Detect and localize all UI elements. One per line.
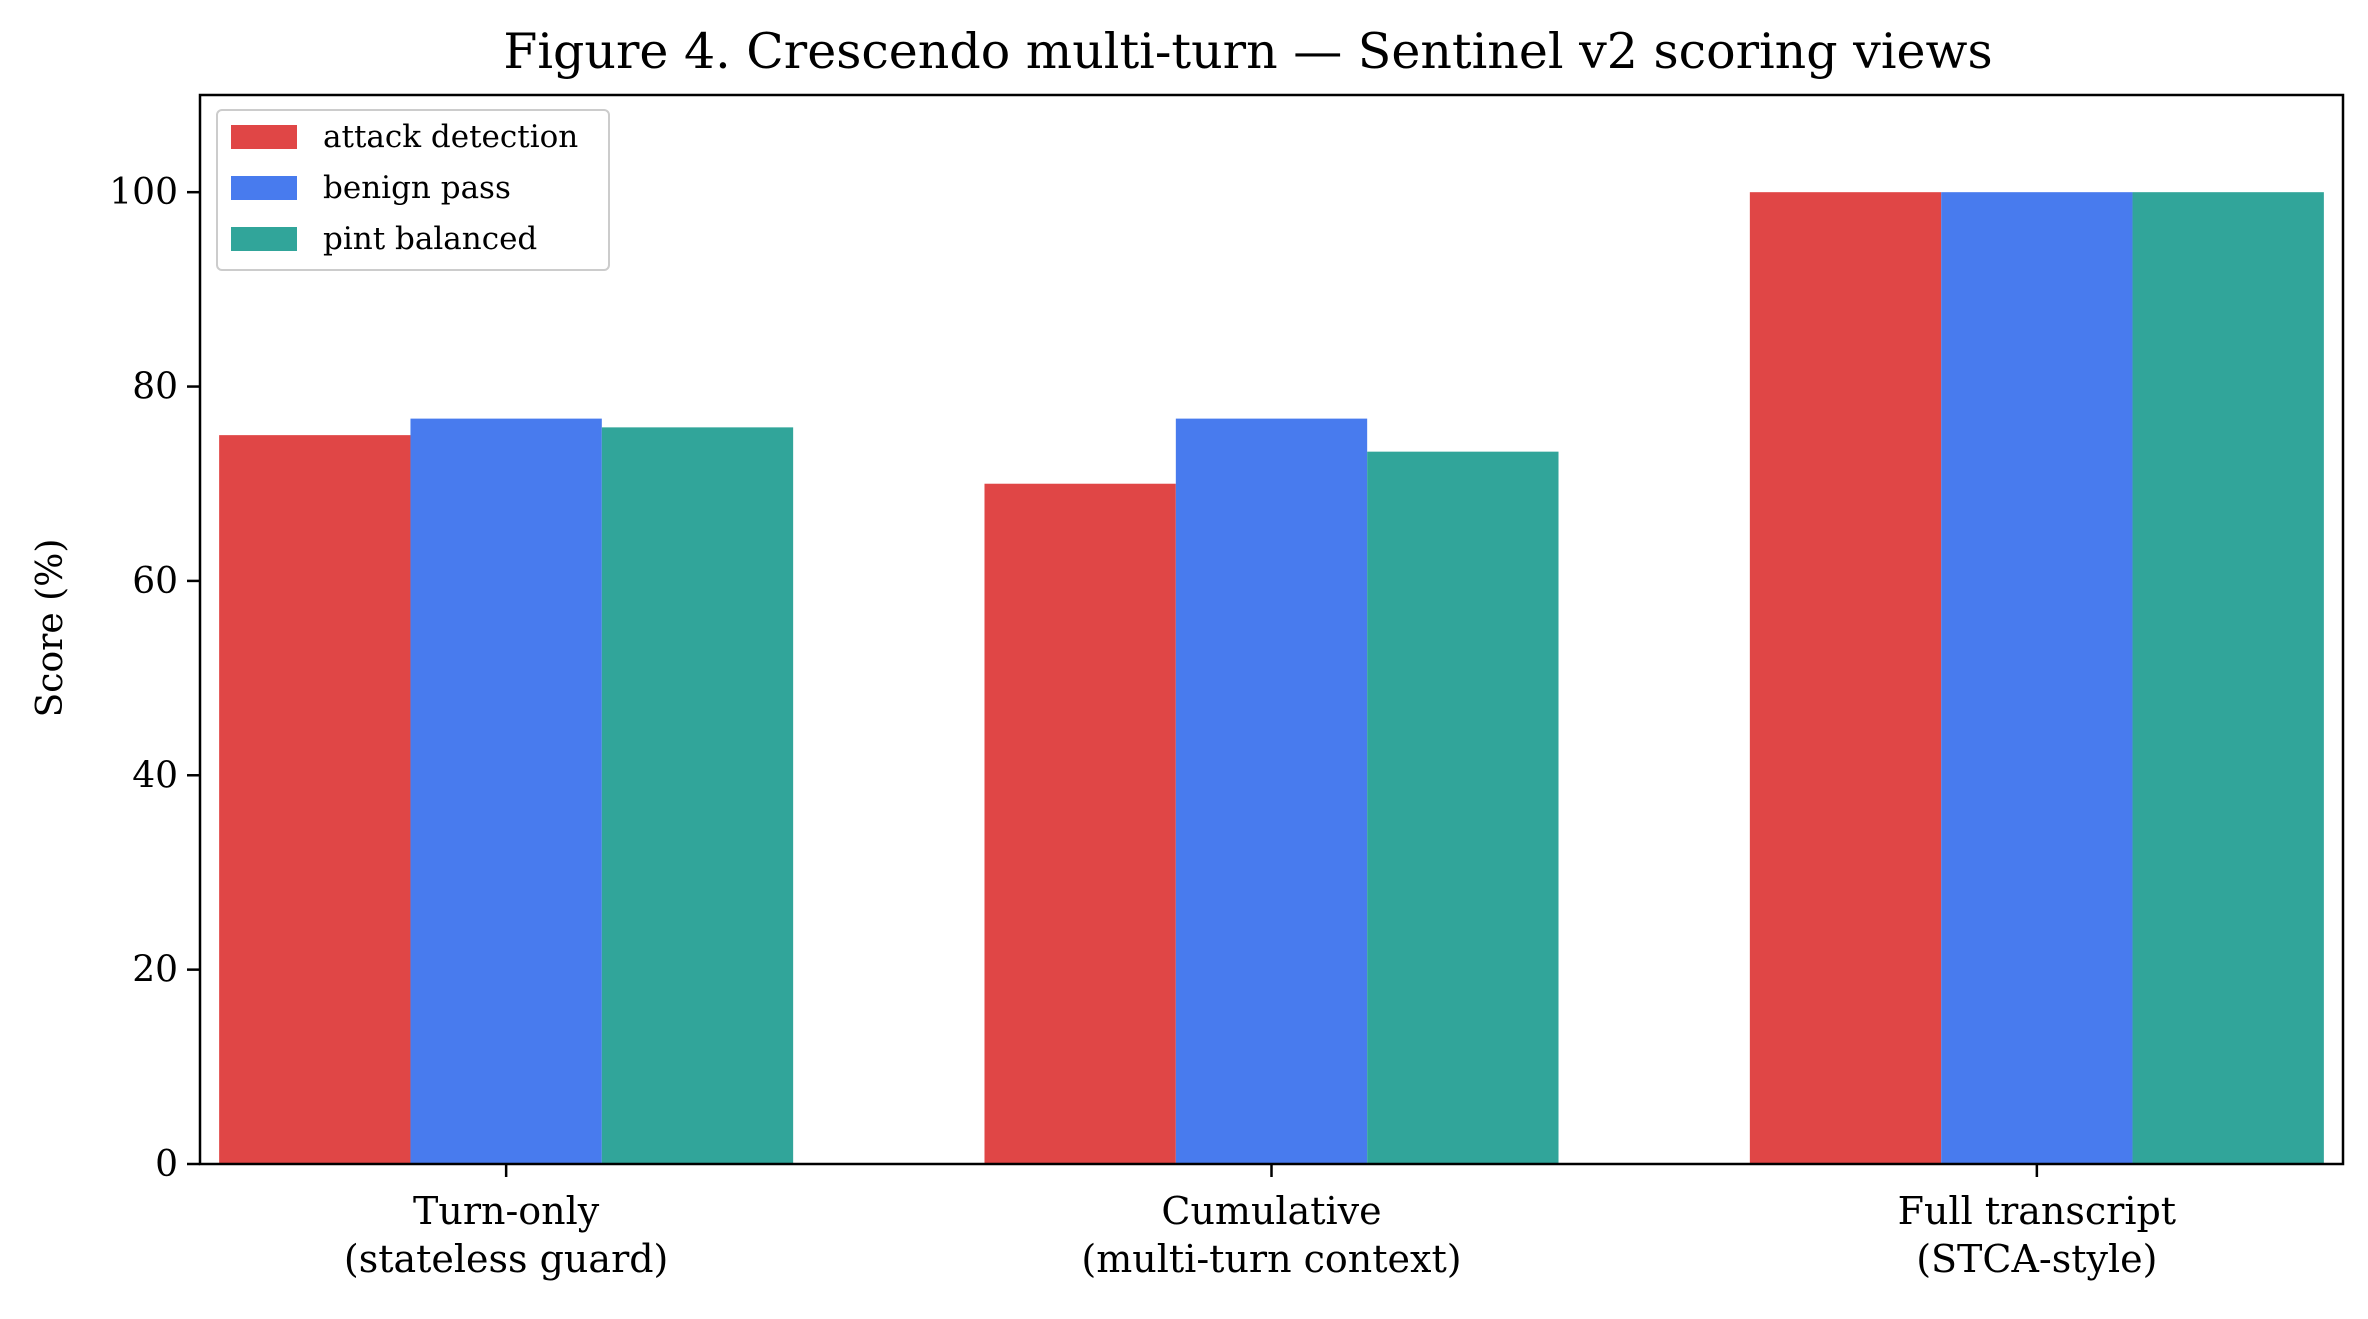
bar-benign-pass-2 (1941, 192, 2133, 1164)
bar-pint-balanced-1 (1367, 451, 1559, 1164)
x-tick-label: Cumulative (1161, 1189, 1381, 1233)
y-tick-label: 80 (132, 367, 178, 408)
legend-label-pint-balanced: pint balanced (323, 221, 537, 257)
bar-benign-pass-1 (1175, 418, 1368, 1164)
y-tick-label: 100 (109, 172, 178, 213)
y-tick-label: 40 (132, 755, 178, 796)
x-axis: Turn-only(stateless guard) Cumulative(mul… (344, 1164, 2176, 1281)
bar-attack-detection-2 (1749, 192, 1942, 1164)
legend-label-benign-pass: benign pass (323, 170, 511, 206)
y-tick-label: 20 (132, 950, 178, 991)
chart-title: Figure 4. Crescendo multi-turn — Sentine… (503, 23, 1992, 80)
legend-swatch-attack-detection (231, 125, 297, 149)
bar-benign-pass-0 (410, 418, 602, 1164)
x-tick-label: (multi-turn context) (1081, 1237, 1461, 1281)
legend-swatch-pint-balanced (231, 227, 297, 251)
y-tick-label: 0 (155, 1144, 178, 1185)
y-axis: 0 20 40 60 80 100 (109, 172, 200, 1185)
bar-attack-detection-1 (984, 483, 1176, 1164)
bars-layer (219, 192, 2324, 1164)
x-tick-label: Full transcript (1898, 1189, 2177, 1233)
legend-swatch-benign-pass (231, 176, 297, 200)
plot-frame (198, 93, 2345, 1166)
legend: attack detection benign pass pint balanced (216, 109, 610, 271)
bar-pint-balanced-2 (2132, 192, 2324, 1164)
x-tick-label: Turn-only (413, 1189, 600, 1233)
legend-box (216, 109, 610, 271)
x-tick-label: (stateless guard) (344, 1237, 669, 1281)
legend-label-attack-detection: attack detection (323, 119, 578, 155)
y-tick-label: 60 (132, 561, 178, 602)
y-axis-label: Score (%) (30, 539, 71, 718)
bar-attack-detection-0 (219, 435, 411, 1164)
bar-pint-balanced-0 (601, 427, 794, 1164)
x-tick-label: (STCA-style) (1916, 1237, 2157, 1281)
